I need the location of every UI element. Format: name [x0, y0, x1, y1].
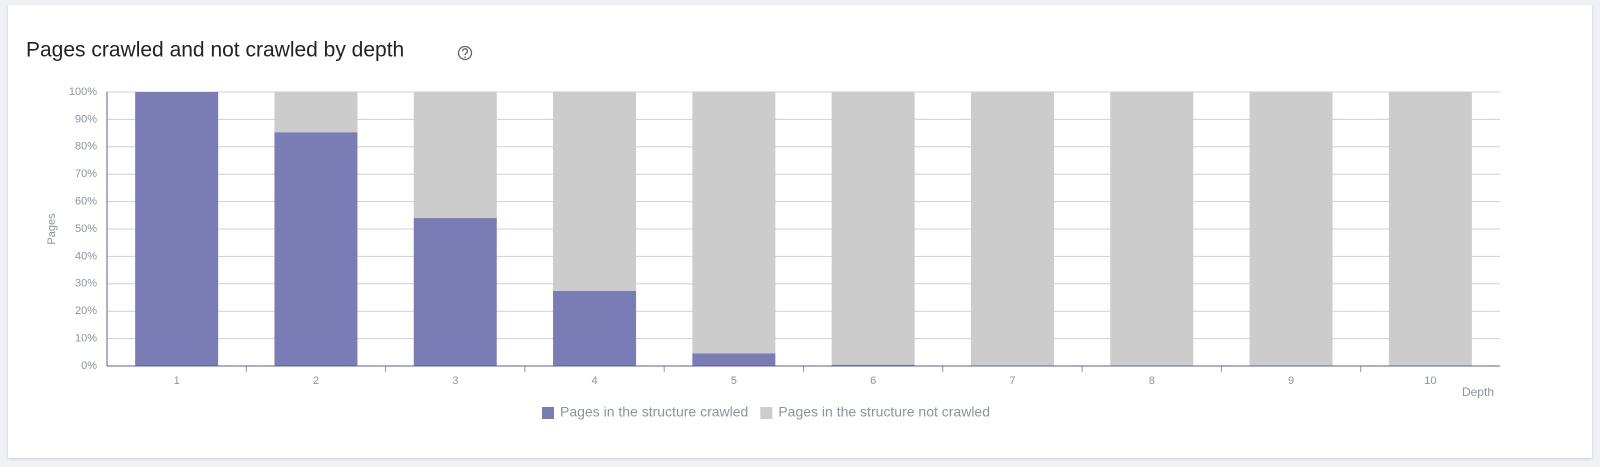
y-tick-label: 40%	[75, 250, 97, 262]
y-tick-label: 70%	[75, 168, 97, 180]
legend-swatch	[760, 407, 773, 419]
bar-segment	[413, 92, 497, 219]
x-tick-label: 4	[591, 375, 597, 387]
help-icon[interactable]	[457, 45, 473, 61]
x-tick-label: 2	[313, 375, 319, 387]
bar-segment	[413, 218, 497, 366]
bar-segment	[553, 92, 637, 291]
bar-segment	[553, 290, 637, 366]
y-tick-label: 60%	[75, 196, 97, 208]
y-tick-label: 80%	[75, 141, 97, 153]
y-tick-label: 100%	[69, 86, 97, 98]
x-tick-label: 6	[870, 375, 876, 387]
legend-label: Pages in the structure crawled	[560, 404, 748, 420]
y-tick-label: 20%	[75, 305, 97, 317]
bar-segment	[831, 364, 915, 366]
bar-segment	[1249, 92, 1333, 366]
legend-swatch	[542, 407, 554, 419]
x-tick-label: 1	[174, 375, 180, 387]
bar-segment	[1388, 92, 1472, 366]
x-tick-label: 7	[1009, 375, 1015, 387]
bar-segment	[274, 132, 358, 366]
bar-segment	[274, 92, 358, 133]
y-tick-label: 30%	[75, 278, 97, 290]
bar-segment	[692, 92, 776, 354]
bar-segment	[831, 92, 915, 365]
chart-title: Pages crawled and not crawled by depth	[26, 39, 404, 62]
bar-segment	[1110, 92, 1194, 366]
x-tick-label: 3	[452, 375, 458, 387]
y-axis-label: Pages	[46, 213, 58, 245]
y-tick-label: 10%	[75, 333, 97, 345]
x-axis-label: Depth	[1462, 385, 1494, 399]
legend-label: Pages in the structure not crawled	[778, 404, 990, 420]
y-tick-label: 90%	[75, 113, 97, 125]
x-tick-label: 9	[1288, 375, 1294, 387]
bar-segment	[692, 353, 776, 366]
bar-segment	[970, 92, 1054, 366]
y-tick-label: 0%	[81, 360, 97, 372]
x-tick-label: 10	[1424, 375, 1436, 387]
x-tick-label: 8	[1149, 375, 1155, 387]
bar-segment	[135, 92, 219, 366]
x-tick-label: 5	[731, 375, 737, 387]
y-tick-label: 50%	[75, 223, 97, 235]
